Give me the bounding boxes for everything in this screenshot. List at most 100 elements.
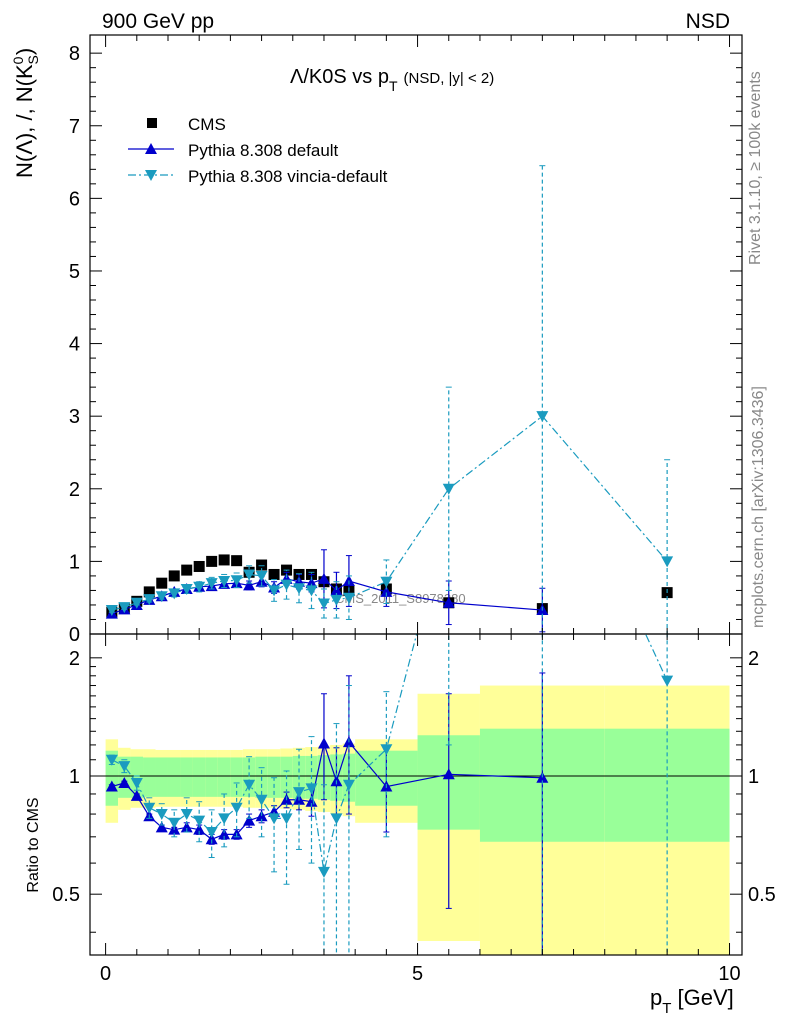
data-point-vincia: [536, 411, 549, 423]
ratio-plot: 0 5 10 0.5 0.5 1 1 2 2: [52, 633, 776, 985]
data-point-vincia: [193, 581, 206, 593]
header-right: NSD: [686, 10, 730, 33]
ratio-y-tick-label: 1: [69, 766, 80, 788]
data-point-default: [442, 596, 455, 608]
chart-title: Λ/K0S vs pT (NSD, |y| < 2): [290, 66, 494, 94]
ratio-point-vincia: [342, 779, 355, 791]
ratio-point-vincia: [205, 827, 218, 839]
cms-data-point: [231, 555, 243, 567]
ratio-band-inner: [205, 757, 218, 797]
data-point-vincia: [230, 575, 243, 587]
cms-data-point: [206, 555, 218, 567]
data-point-vincia: [317, 598, 330, 610]
y-tick-label: 6: [69, 188, 80, 210]
ratio-point-default: [305, 795, 318, 807]
ratio-band-inner: [180, 757, 193, 797]
legend-marker-cms: [147, 118, 157, 128]
ratio-plot-area: [90, 634, 742, 955]
cms-data-point: [268, 568, 280, 580]
data-point-vincia: [293, 583, 306, 595]
cms-data-point: [156, 577, 168, 589]
cms-data-point: [218, 554, 230, 566]
analysis-watermark: CMS_2011_S8978280: [335, 591, 466, 606]
ratio-point-vincia: [243, 779, 256, 791]
x-tick-label: 0: [100, 963, 111, 985]
data-point-vincia: [155, 591, 168, 603]
legend-label-default: Pythia 8.308 default: [188, 141, 339, 160]
data-point-vincia: [180, 583, 193, 595]
legend-marker-default: [145, 143, 157, 154]
data-point-vincia: [205, 578, 218, 590]
ratio-point-vincia: [180, 809, 193, 821]
y-tick-label: 5: [69, 261, 80, 283]
y-tick-label: 2: [69, 479, 80, 501]
cms-data-point: [143, 586, 155, 598]
ratio-y-tick-label-right: 2: [748, 648, 759, 670]
data-point-vincia: [243, 569, 256, 581]
side-text-bottom: mcplots.cern.ch [arXiv:1306.3436]: [750, 386, 767, 628]
data-point-vincia: [218, 575, 231, 587]
ratio-band-inner: [130, 756, 144, 798]
ratio-point-vincia: [330, 813, 343, 825]
x-tick-label: 10: [718, 963, 740, 985]
ratio-point-vincia: [218, 813, 231, 825]
cms-data-point: [168, 570, 180, 582]
ratio-y-tick-label-right: 0.5: [748, 884, 776, 906]
ratio-band-inner: [217, 757, 231, 797]
ratio-point-vincia: [230, 802, 243, 814]
ratio-point-vincia: [317, 866, 330, 878]
ratio-y-tick-label: 2: [69, 648, 80, 670]
y-tick-label: 3: [69, 406, 80, 428]
ratio-point-default: [218, 828, 231, 840]
data-point-default: [243, 579, 256, 591]
x-axis-label: pT [GeV]: [650, 985, 734, 1017]
ratio-y-axis-label: Ratio to CMS: [25, 797, 42, 892]
ratio-point-vincia: [380, 744, 393, 756]
ratio-point-default: [105, 780, 118, 792]
data-point-vincia: [305, 585, 318, 597]
ratio-point-vincia: [168, 817, 181, 829]
data-point-vincia: [268, 585, 281, 597]
ratio-point-default: [180, 821, 193, 833]
ratio-point-vincia: [130, 777, 143, 789]
main-plot: 0 1 2 3 4 5 6 7 8: [69, 34, 743, 646]
ratio-point-default: [205, 833, 218, 845]
ratio-point-vincia: [255, 794, 268, 806]
data-point-default: [380, 585, 393, 597]
ratio-band-inner: [155, 757, 168, 797]
ratio-point-vincia: [155, 809, 168, 821]
ratio-band-inner: [143, 757, 156, 797]
ratio-point-default: [442, 768, 455, 780]
ratio-band-inner: [192, 757, 206, 797]
ratio-point-vincia: [193, 815, 206, 827]
ratio-band-inner: [167, 757, 181, 797]
ratio-band-inner: [230, 757, 243, 797]
legend: CMS Pythia 8.308 default Pythia 8.308 vi…: [128, 115, 388, 186]
x-tick-label: 5: [412, 963, 423, 985]
legend-label-cms: CMS: [188, 115, 226, 134]
ratio-point-vincia: [143, 802, 156, 814]
ratio-plot-frame: [89, 633, 743, 956]
ratio-band-inner: [242, 757, 256, 797]
data-point-vincia: [342, 592, 355, 604]
data-point-default: [317, 572, 330, 584]
cms-data-point: [193, 560, 205, 572]
data-point-vincia: [143, 594, 156, 606]
y-axis-label: N(Λ), /, N(K0S): [10, 48, 41, 178]
y-tick-label: 7: [69, 116, 80, 138]
ratio-point-vincia: [280, 813, 293, 825]
side-text-top: Rivet 3.1.10, ≥ 100k events: [747, 71, 764, 265]
data-point-vincia: [661, 556, 674, 568]
ratio-point-vincia: [268, 813, 281, 825]
ratio-point-default: [130, 789, 143, 801]
ratio-point-default: [317, 737, 330, 749]
data-point-vincia: [130, 597, 143, 609]
ratio-point-default: [118, 776, 131, 788]
data-point-vincia: [442, 483, 455, 495]
cms-data-point: [181, 564, 193, 576]
ratio-line-vincia: [111, 634, 668, 872]
data-point-vincia: [280, 579, 293, 591]
data-point-vincia: [105, 605, 118, 617]
legend-label-vincia: Pythia 8.308 vincia-default: [188, 167, 388, 186]
cms-data-point: [256, 559, 268, 571]
